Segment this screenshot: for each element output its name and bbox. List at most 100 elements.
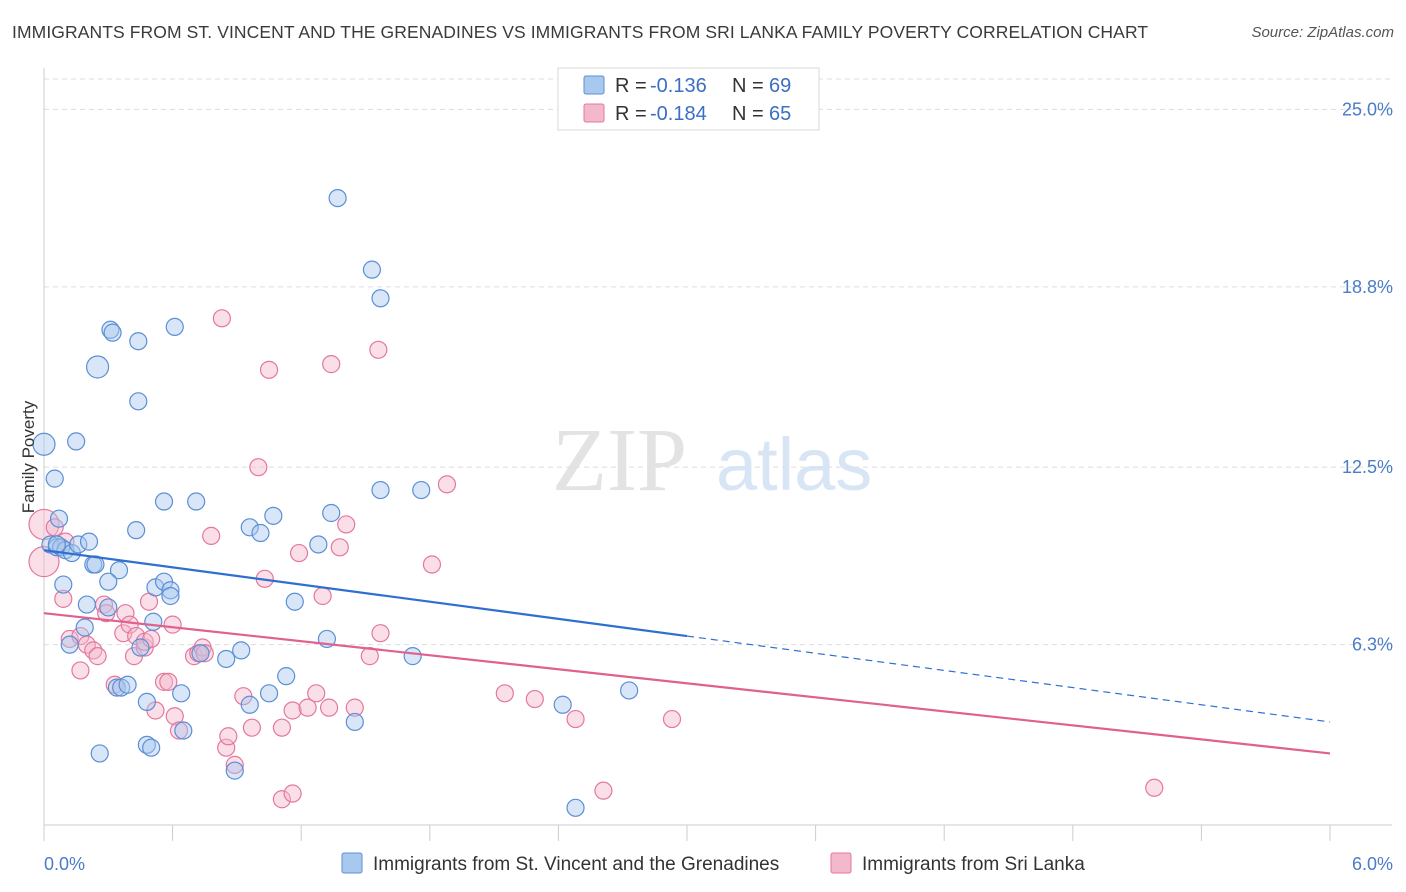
pink-data-point <box>225 755 244 774</box>
pink-data-point <box>319 698 339 717</box>
pink-data-point <box>566 709 585 729</box>
x-tick-label: 0.0% <box>44 854 85 874</box>
y-tick-labels: 25.0% 18.8% 12.5% 6.3% <box>1342 99 1393 654</box>
series-legend-label-pink: Immigrants from Sri Lanka <box>862 854 1085 875</box>
pink-data-point <box>298 698 317 717</box>
blue-data-point <box>174 721 193 740</box>
blue-data-point <box>142 738 161 757</box>
pink-data-point <box>422 555 442 574</box>
blue-data-point <box>232 641 251 660</box>
blue-data-point <box>99 598 118 617</box>
pink-data-point <box>195 644 214 663</box>
pink-data-point <box>272 718 292 737</box>
blue-data-point <box>85 355 110 379</box>
blue-data-point <box>137 692 156 712</box>
y-tick-label: 6.3% <box>1352 635 1393 655</box>
pink-data-point <box>212 309 231 328</box>
pink-data-point <box>60 629 79 649</box>
legend-r-label-2: R = <box>615 103 647 125</box>
blue-data-point <box>328 188 347 208</box>
y-tick-label: 12.5% <box>1342 457 1393 477</box>
blue-data-point <box>259 684 279 703</box>
blue-data-point <box>264 506 283 525</box>
legend-swatch-blue <box>583 75 605 95</box>
series-st-vincent-points <box>32 188 639 817</box>
blue-data-point <box>191 644 210 663</box>
pink-data-point <box>88 647 107 666</box>
blue-data-point <box>127 521 146 540</box>
pink-data-point <box>217 738 236 757</box>
chart-title: IMMIGRANTS FROM ST. VINCENT AND THE GREN… <box>12 22 1149 42</box>
pink-data-point <box>307 684 326 703</box>
blue-data-point <box>225 761 244 780</box>
pink-data-point <box>272 790 292 809</box>
y-axis-title: Family Poverty <box>19 400 38 513</box>
watermark-zip: ZIP <box>552 411 687 510</box>
series-legend-swatch-pink <box>830 852 852 874</box>
x-tick-labels: 0.0% 6.0% <box>44 854 1393 874</box>
pink-data-point <box>525 689 544 709</box>
blue-data-point <box>187 492 206 511</box>
blue-data-point <box>371 289 390 308</box>
source-label: Source: ZipAtlas.com <box>1251 24 1394 41</box>
pink-data-point <box>313 586 332 606</box>
pink-data-point <box>345 698 364 717</box>
blue-data-point <box>67 432 86 451</box>
blue-data-point <box>101 320 120 339</box>
blue-data-point <box>129 392 148 411</box>
pink-data-point <box>283 784 302 803</box>
pink-data-point <box>219 727 238 746</box>
pink-data-point <box>71 661 90 680</box>
legend-n-value-2: 65 <box>769 103 791 125</box>
blue-data-point <box>107 678 126 697</box>
blue-data-point <box>277 667 296 686</box>
blue-data-point <box>131 638 150 657</box>
x-tick-label: 6.0% <box>1352 854 1393 874</box>
legend-swatch-pink <box>583 103 605 123</box>
legend-r-label-1: R = <box>615 75 647 97</box>
pink-data-point <box>120 615 139 634</box>
pink-data-point <box>259 360 279 379</box>
pink-data-point <box>662 709 682 729</box>
legend-n-label-2: N = <box>732 103 764 125</box>
blue-data-point <box>371 480 390 500</box>
legend-r-value-2: -0.184 <box>650 103 707 125</box>
blue-data-point <box>45 469 64 488</box>
series-sri-lanka-points <box>28 309 1164 809</box>
pink-data-point <box>249 458 268 477</box>
pink-data-point <box>159 672 178 691</box>
watermark-atlas: atlas <box>716 423 872 506</box>
blue-data-point <box>75 618 94 637</box>
grid-lines <box>44 78 1392 646</box>
blue-data-point <box>172 684 191 703</box>
blue-data-point <box>240 695 259 714</box>
y-tick-label: 25.0% <box>1342 99 1393 119</box>
pink-data-point <box>322 355 341 374</box>
series-legend-swatch-blue <box>341 852 363 874</box>
series-legend-label-blue: Immigrants from St. Vincent and the Gren… <box>373 854 779 875</box>
blue-data-point <box>90 744 109 763</box>
blue-data-point <box>69 535 88 554</box>
pink-data-point <box>495 684 514 703</box>
pink-data-point <box>1145 778 1164 797</box>
trend-line-blue <box>43 549 688 638</box>
trend-lines <box>43 549 1331 755</box>
blue-data-point <box>54 575 73 594</box>
blue-data-point <box>251 523 270 543</box>
blue-data-point <box>285 592 304 611</box>
legend-r-value-1: -0.136 <box>650 75 707 97</box>
blue-data-point <box>109 561 129 580</box>
pink-data-point <box>163 615 182 634</box>
stats-legend: R = -0.136 N = 69 R = -0.184 N = 65 <box>557 67 820 131</box>
blue-data-point <box>154 492 174 511</box>
pink-data-point <box>330 538 349 557</box>
blue-data-point <box>77 595 96 614</box>
blue-data-point <box>553 695 572 714</box>
blue-data-point <box>60 635 79 654</box>
pink-data-point <box>54 589 73 608</box>
blue-data-point <box>412 480 431 500</box>
blue-data-point <box>322 503 341 523</box>
blue-data-point <box>99 572 118 591</box>
watermark: ZIP atlas <box>552 411 872 510</box>
